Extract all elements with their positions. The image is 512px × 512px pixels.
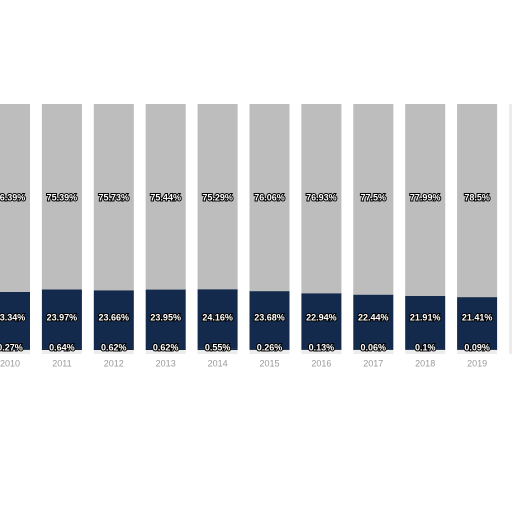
bar-segment xyxy=(93,103,134,291)
data-label: 21.41% xyxy=(462,312,493,322)
bar-segment xyxy=(145,348,186,350)
data-label: 76.93% xyxy=(306,192,337,202)
bar-segment xyxy=(249,291,290,350)
bar-segment xyxy=(457,297,498,350)
bar-gap xyxy=(393,104,406,354)
x-tick-label: 2016 xyxy=(311,358,331,368)
bar-segment xyxy=(41,104,82,290)
bar-gap xyxy=(497,104,509,354)
bar-gap xyxy=(133,104,146,354)
bar-gap xyxy=(289,104,302,354)
bar-segment xyxy=(301,104,342,294)
bar-segment xyxy=(353,294,394,350)
x-tick-label: 2010 xyxy=(0,358,20,368)
bar-segment xyxy=(197,104,238,290)
data-label: 22.94% xyxy=(306,312,337,322)
bar-segment xyxy=(249,104,290,292)
bar-segment xyxy=(249,349,290,350)
data-label: 0.62% xyxy=(101,342,127,352)
data-label: 77.5% xyxy=(361,192,387,202)
x-tick-label: 2014 xyxy=(208,358,228,368)
data-label: 0.1% xyxy=(415,342,436,352)
data-label: 23.66% xyxy=(99,312,130,322)
data-label: 78.5% xyxy=(464,192,490,202)
data-label: 23.97% xyxy=(47,312,78,322)
data-label: 24.16% xyxy=(202,312,233,322)
data-label: 22.44% xyxy=(358,312,389,322)
x-tick-label: 2015 xyxy=(259,358,279,368)
data-label: 21.91% xyxy=(410,312,441,322)
x-tick-label: 2013 xyxy=(156,358,176,368)
bar-segment xyxy=(41,289,82,349)
x-tick-label: 2018 xyxy=(415,358,435,368)
bar-gap xyxy=(341,104,354,354)
bar-segment xyxy=(301,293,342,350)
data-label: 0.09% xyxy=(464,342,490,352)
x-tick-label: 2012 xyxy=(104,358,124,368)
data-label: 0.62% xyxy=(153,342,179,352)
data-label: 0.26% xyxy=(257,342,283,352)
bar-segment xyxy=(197,289,238,349)
data-label: 0.64% xyxy=(49,342,75,352)
data-label: 76.06% xyxy=(254,192,285,202)
bar-segment xyxy=(41,348,82,350)
x-tick-label: 2017 xyxy=(363,358,383,368)
bar-gap xyxy=(237,104,250,354)
bar-segment xyxy=(0,291,30,350)
data-label: 77.99% xyxy=(410,192,441,202)
data-label: 23.34% xyxy=(0,312,25,322)
bar-segment xyxy=(0,349,30,350)
bar-segment xyxy=(405,295,446,350)
bar-gap xyxy=(30,104,42,354)
bar-segment xyxy=(93,348,134,350)
data-label: 75.39% xyxy=(47,192,78,202)
bar-gap xyxy=(445,104,458,354)
bar-segment xyxy=(145,103,186,290)
bar-gap xyxy=(185,104,198,354)
bar-segment xyxy=(405,104,446,296)
bar-segment xyxy=(0,104,30,292)
data-label: 75.73% xyxy=(99,192,130,202)
bar-segment xyxy=(93,290,134,349)
data-label: 76.39% xyxy=(0,192,25,202)
bar-segment xyxy=(353,104,394,295)
bar-segment xyxy=(457,104,498,298)
data-label: 0.06% xyxy=(361,342,387,352)
bar-gap xyxy=(81,104,94,354)
bar-segment xyxy=(145,289,186,349)
data-label: 23.95% xyxy=(150,312,181,322)
data-label: 75.44% xyxy=(150,192,181,202)
bar-segment xyxy=(197,348,238,350)
data-label: 75.29% xyxy=(202,192,233,202)
data-label: 0.55% xyxy=(205,342,231,352)
data-label: 0.13% xyxy=(309,342,335,352)
data-label: 23.68% xyxy=(254,312,285,322)
data-label: 0.27% xyxy=(0,342,23,352)
x-tick-label: 2011 xyxy=(52,358,71,368)
x-tick-label: 2019 xyxy=(467,358,487,368)
